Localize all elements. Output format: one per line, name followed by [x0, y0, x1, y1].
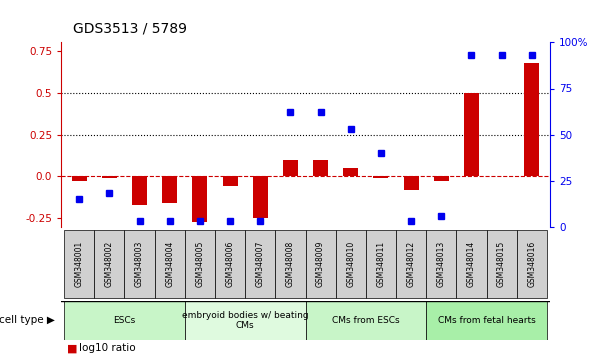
- Text: GDS3513 / 5789: GDS3513 / 5789: [73, 21, 188, 35]
- Text: cell type ▶: cell type ▶: [0, 315, 55, 325]
- Bar: [222, 176, 238, 187]
- FancyBboxPatch shape: [486, 230, 517, 298]
- FancyBboxPatch shape: [185, 301, 306, 340]
- Text: GSM348015: GSM348015: [497, 241, 506, 287]
- Text: GSM348001: GSM348001: [75, 241, 84, 287]
- Text: GSM348002: GSM348002: [105, 241, 114, 287]
- Text: GSM348013: GSM348013: [437, 241, 446, 287]
- FancyBboxPatch shape: [185, 230, 215, 298]
- FancyBboxPatch shape: [64, 230, 94, 298]
- FancyBboxPatch shape: [245, 230, 276, 298]
- FancyBboxPatch shape: [426, 301, 547, 340]
- Bar: [283, 160, 298, 176]
- Text: GSM348007: GSM348007: [256, 240, 265, 287]
- Text: GSM348012: GSM348012: [406, 241, 415, 287]
- Text: GSM348003: GSM348003: [135, 240, 144, 287]
- Text: CMs from ESCs: CMs from ESCs: [332, 316, 400, 325]
- Bar: [343, 168, 358, 176]
- FancyBboxPatch shape: [517, 230, 547, 298]
- Text: GSM348014: GSM348014: [467, 241, 476, 287]
- FancyBboxPatch shape: [366, 230, 396, 298]
- FancyBboxPatch shape: [276, 230, 306, 298]
- Bar: [313, 160, 328, 176]
- Text: GSM348005: GSM348005: [196, 240, 205, 287]
- Bar: [253, 176, 268, 218]
- Text: log10 ratio: log10 ratio: [79, 343, 136, 353]
- Text: ESCs: ESCs: [113, 316, 136, 325]
- FancyBboxPatch shape: [64, 301, 185, 340]
- FancyBboxPatch shape: [125, 230, 155, 298]
- Bar: [464, 93, 479, 176]
- Text: GSM348004: GSM348004: [165, 240, 174, 287]
- FancyBboxPatch shape: [94, 230, 125, 298]
- Bar: [192, 176, 208, 222]
- Text: GSM348009: GSM348009: [316, 240, 325, 287]
- FancyBboxPatch shape: [426, 230, 456, 298]
- Text: ■: ■: [67, 343, 78, 353]
- FancyBboxPatch shape: [335, 230, 366, 298]
- Bar: [102, 176, 117, 178]
- FancyBboxPatch shape: [306, 230, 335, 298]
- Text: GSM348010: GSM348010: [346, 241, 355, 287]
- Text: GSM348006: GSM348006: [225, 240, 235, 287]
- Bar: [162, 176, 177, 203]
- Bar: [434, 176, 449, 181]
- FancyBboxPatch shape: [306, 301, 426, 340]
- Text: embryoid bodies w/ beating
CMs: embryoid bodies w/ beating CMs: [182, 311, 309, 330]
- Bar: [403, 176, 419, 190]
- FancyBboxPatch shape: [215, 230, 245, 298]
- FancyBboxPatch shape: [155, 230, 185, 298]
- Text: CMs from fetal hearts: CMs from fetal hearts: [437, 316, 535, 325]
- FancyBboxPatch shape: [456, 230, 486, 298]
- Text: GSM348016: GSM348016: [527, 241, 536, 287]
- Text: GSM348011: GSM348011: [376, 241, 386, 287]
- Bar: [373, 176, 389, 178]
- Text: GSM348008: GSM348008: [286, 241, 295, 287]
- Bar: [524, 63, 540, 176]
- FancyBboxPatch shape: [396, 230, 426, 298]
- Bar: [71, 176, 87, 181]
- Bar: [132, 176, 147, 205]
